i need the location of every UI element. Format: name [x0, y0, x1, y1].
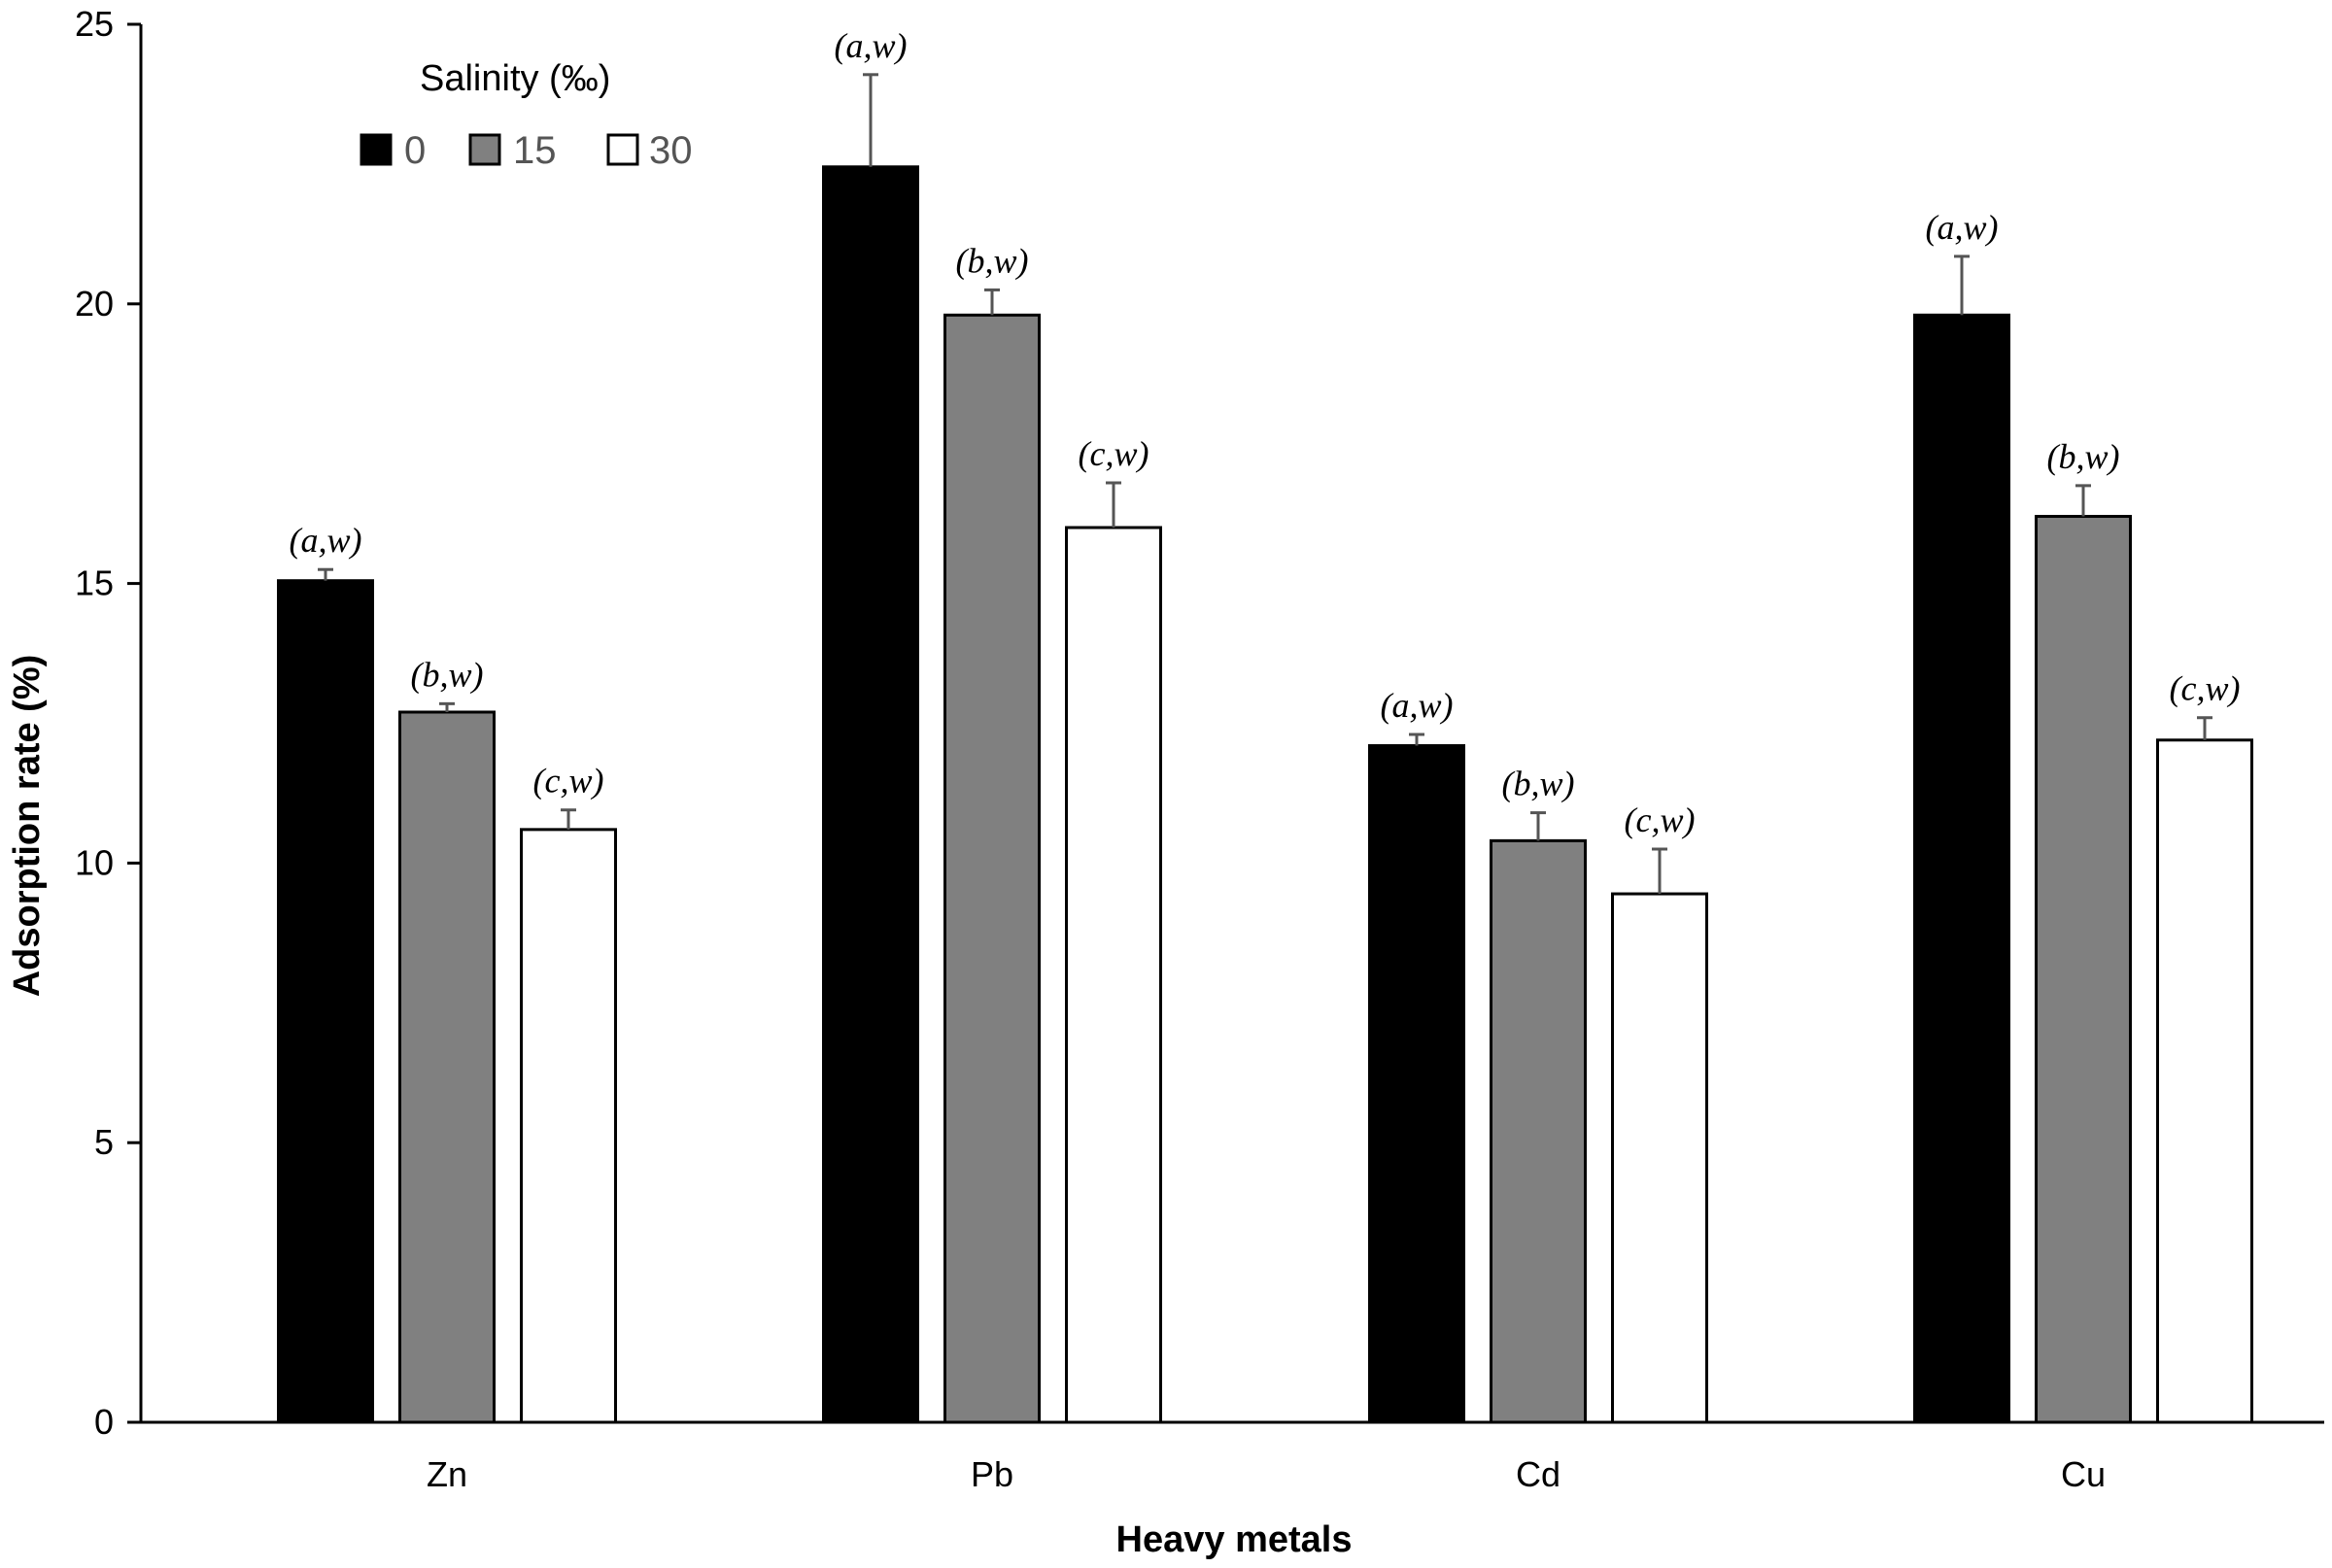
bar-annotation: (b,w): [1502, 765, 1575, 803]
bar-annotation: (c,w): [2170, 669, 2241, 708]
bar-annotation: (b,w): [2047, 437, 2120, 476]
bar: [943, 313, 1041, 1424]
bar: [1490, 838, 1587, 1424]
bar: [1913, 313, 2010, 1424]
bar-annotation: (b,w): [956, 241, 1029, 280]
bar: [398, 710, 496, 1424]
y-tick-label: 5: [94, 1122, 114, 1162]
bar: [277, 579, 374, 1424]
bar-annotation: (b,w): [411, 655, 484, 694]
bar-annotation: (c,w): [1625, 801, 1696, 839]
bar-annotation: (a,w): [290, 521, 362, 560]
axes: 0 5 10 15 20 25 Zn Pb Cd Cu: [75, 4, 2324, 1494]
x-tick-label: Zn: [427, 1454, 467, 1494]
y-tick-label: 25: [75, 4, 114, 44]
y-axis-title: Adsorption rate (%): [7, 655, 48, 998]
x-tick-label: Pb: [971, 1454, 1013, 1494]
y-tick-label: 20: [75, 284, 114, 324]
bar: [2035, 515, 2132, 1424]
y-tick-label: 10: [75, 842, 114, 882]
bar: [1065, 526, 1162, 1424]
y-tick-label: 0: [94, 1402, 114, 1442]
legend-title: Salinity (‰): [420, 58, 610, 99]
legend-swatch: [606, 133, 639, 166]
legend-label: 0: [404, 129, 426, 172]
legend-label: 15: [513, 129, 557, 172]
bar-annotation: (a,w): [835, 26, 908, 65]
bar-annotation: (c,w): [533, 762, 604, 801]
error-bars: [318, 73, 2212, 895]
bar-annotation: (a,w): [1926, 208, 1999, 247]
x-tick-label: Cd: [1516, 1454, 1560, 1494]
legend: Salinity (‰) 0 15 30: [360, 58, 693, 172]
bars: [277, 165, 2253, 1424]
bar-annotations: (a,w) (a,w) (a,w) (a,w) (b,w) (b,w) (b,w) (b,w)…: [290, 26, 2241, 839]
bar-annotation: (a,w): [1381, 686, 1454, 725]
legend-swatch: [360, 133, 393, 166]
bar: [2156, 738, 2253, 1424]
x-tick-label: Cu: [2061, 1454, 2106, 1494]
bar: [520, 828, 617, 1424]
bar-annotation: (c,w): [1079, 434, 1149, 473]
bar: [822, 165, 919, 1424]
legend-label: 30: [649, 129, 693, 172]
legend-swatch: [468, 133, 501, 166]
bar: [1368, 744, 1465, 1424]
bar: [1611, 892, 1708, 1424]
x-axis-title: Heavy metals: [1116, 1519, 1353, 1560]
y-tick-label: 15: [75, 563, 114, 603]
